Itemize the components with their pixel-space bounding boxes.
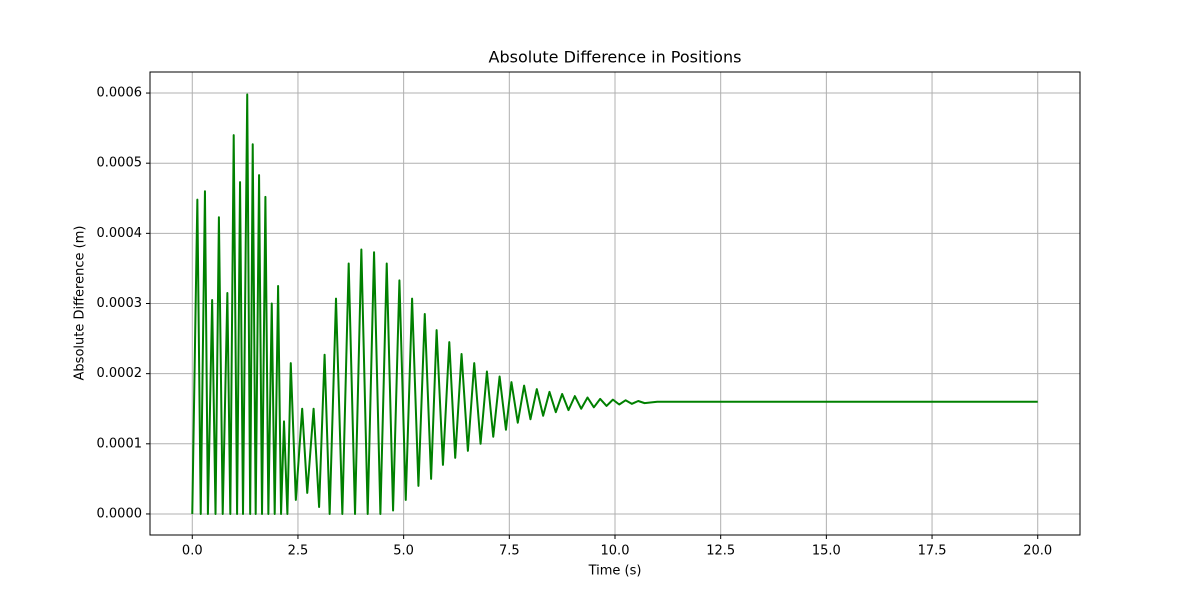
x-tick-label: 2.5 — [288, 544, 309, 559]
x-tick-label: 5.0 — [393, 544, 414, 559]
x-axis-label: Time (s) — [588, 564, 642, 579]
chart-title: Absolute Difference in Positions — [489, 48, 742, 67]
y-tick-label: 0.0005 — [97, 156, 143, 171]
x-tick-label: 20.0 — [1023, 544, 1052, 559]
y-tick-label: 0.0003 — [97, 296, 143, 311]
data-line — [191, 93, 1038, 515]
x-tick-label: 17.5 — [918, 544, 947, 559]
x-tick-label: 7.5 — [499, 544, 520, 559]
x-tick-label: 15.0 — [812, 544, 841, 559]
y-tick-label: 0.0004 — [97, 226, 143, 241]
y-axis-label: Absolute Difference (m) — [73, 226, 88, 381]
y-tick-label: 0.0001 — [97, 436, 143, 451]
plot-frame — [149, 71, 1081, 536]
y-tick-label: 0.0006 — [97, 86, 143, 101]
x-tick-label: 0.0 — [182, 544, 203, 559]
x-tick-label: 12.5 — [706, 544, 735, 559]
x-tick-label: 10.0 — [601, 544, 630, 559]
y-tick-label: 0.0002 — [97, 366, 143, 381]
y-tick-label: 0.0000 — [97, 506, 143, 521]
